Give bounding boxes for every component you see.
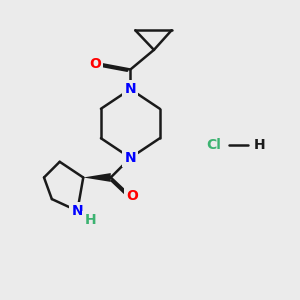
Text: Cl: Cl [206,138,221,152]
Text: O: O [126,189,138,203]
Text: H: H [254,138,266,152]
Text: N: N [72,204,83,218]
Text: N: N [124,151,136,165]
Text: N: N [124,82,136,96]
Polygon shape [83,173,111,182]
Text: H: H [84,213,96,227]
Text: O: O [89,57,101,70]
